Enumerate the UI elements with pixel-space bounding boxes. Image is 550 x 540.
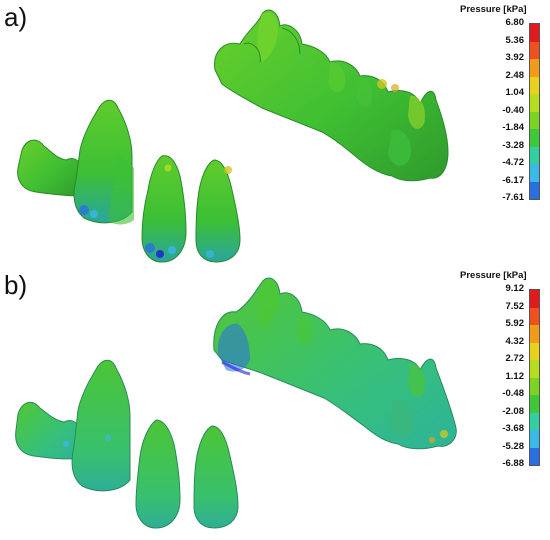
legend-title: Pressure [kPa]: [460, 4, 527, 15]
legend-swatch: [530, 181, 539, 199]
legend-swatch: [530, 395, 539, 413]
upper-teeth: [213, 277, 457, 450]
legend-swatch: [530, 76, 539, 94]
legend-swatch: [530, 146, 539, 164]
legend-tick-label: -2.08: [502, 405, 524, 417]
lower-incisor-1: [141, 155, 187, 263]
legend-swatch: [530, 41, 539, 59]
legend-tick-label: 1.12: [505, 370, 525, 382]
legend-tick-label: -3.28: [502, 139, 524, 151]
legend-tick-label: 3.92: [505, 52, 525, 63]
legend-tick-label: -0.48: [502, 388, 524, 399]
legend-tick-label: -5.28: [502, 440, 524, 452]
legend-swatch: [530, 111, 539, 129]
legend-swatch: [530, 59, 539, 77]
lower-incisor-2: [195, 159, 241, 263]
legend-swatch: [530, 447, 539, 465]
legend-colorbar: [529, 23, 540, 200]
legend-tick-label: 2.72: [505, 353, 525, 364]
legend-swatch: [530, 94, 539, 112]
legend-tick-label: 1.04: [505, 87, 525, 98]
panel-a: a): [4, 2, 550, 263]
legend-tick-label: -1.84: [502, 122, 524, 133]
upper-teeth-group: [214, 9, 449, 182]
upper-teeth: [214, 9, 449, 182]
legend-tick-label: -3.68: [502, 423, 524, 434]
legend-tick-label: 9.12: [505, 283, 525, 294]
lower-teeth-group: [15, 359, 239, 529]
legend-swatch: [530, 307, 539, 325]
legend-swatch: [530, 377, 539, 395]
upper-teeth-group: [213, 277, 457, 450]
legend-title: Pressure [kPa]: [460, 270, 527, 281]
panel-a-legend: Pressure [kPa] 6.80 5.36 3.92 2.48 1.04: [460, 4, 550, 202]
legend-swatch: [530, 360, 539, 378]
lower-incisor-2: [193, 425, 239, 529]
panel-b-label: b): [4, 270, 28, 300]
legend-swatch: [530, 325, 539, 343]
panel-a-label: a): [4, 2, 28, 32]
legend-colorbar: [529, 289, 540, 466]
legend-swatch: [530, 129, 539, 147]
panel-b-dental-model: [15, 277, 457, 529]
legend-swatch: [530, 24, 539, 42]
legend-tick-label: -6.88: [502, 458, 524, 469]
lower-canine-left: [71, 359, 131, 492]
legend-tick-label: 2.48: [505, 69, 525, 81]
legend-swatch: [530, 342, 539, 360]
legend-tick-label: 7.52: [505, 300, 525, 312]
legend-tick-label: 4.32: [505, 335, 525, 347]
panel-b: b): [0, 270, 550, 540]
lower-incisor-1: [135, 419, 181, 529]
legend-tick-label: -0.40: [502, 104, 524, 116]
legend-tick-label: 5.92: [505, 318, 525, 329]
legend-tick-label: -6.17: [502, 174, 524, 186]
legend-tick-label: 5.36: [505, 34, 525, 46]
panel-b-legend: Pressure [kPa] 9.12 7.52 5.92 4.32 2.72: [460, 270, 550, 468]
lower-teeth-group: [17, 99, 241, 263]
legend-swatch: [530, 290, 539, 308]
legend-swatch: [530, 412, 539, 430]
lower-molar-left: [17, 139, 83, 197]
lower-molar-left: [15, 401, 81, 460]
legend-tick-label: -7.61: [502, 192, 524, 203]
panel-a-dental-model: [17, 9, 449, 263]
legend-swatch: [530, 164, 539, 182]
legend-swatch: [530, 430, 539, 448]
legend-tick-label: -4.72: [502, 157, 524, 168]
legend-tick-label: 6.80: [505, 17, 525, 28]
